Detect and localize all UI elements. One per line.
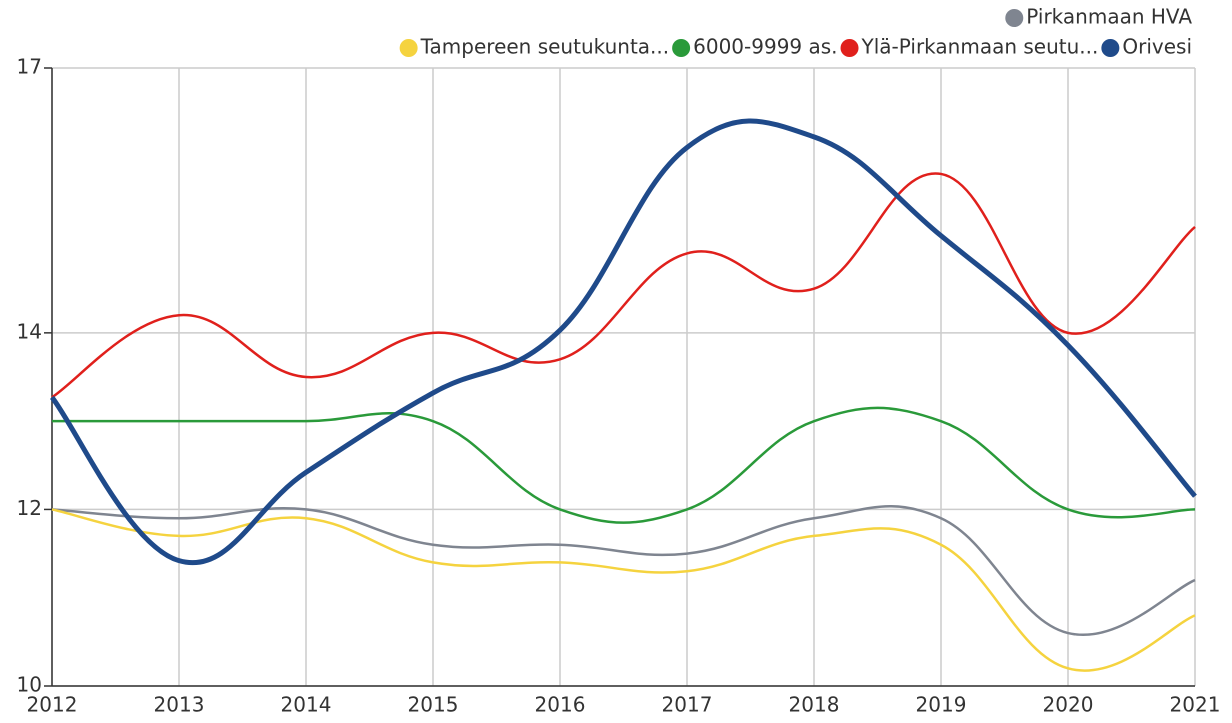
legend-label: Orivesi — [1122, 35, 1192, 59]
legend-label: 6000-9999 as. — [693, 35, 837, 59]
y-tick-label: 12 — [17, 496, 42, 520]
legend-marker — [1101, 39, 1120, 57]
series-line — [50, 118, 1197, 566]
x-tick-label: 2016 — [535, 693, 586, 717]
x-tick-label: 2020 — [1043, 693, 1094, 717]
x-tick-label: 2013 — [154, 693, 205, 717]
x-tick-label: 2012 — [27, 693, 78, 717]
series-line — [51, 172, 1196, 399]
x-tick-label: 2018 — [789, 693, 840, 717]
y-tick-label: 17 — [17, 55, 42, 79]
legend-marker — [399, 39, 418, 57]
legend-marker — [840, 39, 859, 57]
legend-label: Tampereen seutukunta... — [420, 35, 669, 59]
y-tick-label: 10 — [17, 673, 42, 697]
legend-label: Pirkanmaan HVA — [1026, 5, 1192, 29]
x-tick-label: 2015 — [408, 693, 459, 717]
x-tick-label: 2014 — [281, 693, 332, 717]
legend-marker — [1005, 9, 1024, 27]
series-line — [52, 406, 1196, 524]
x-tick-label: 2021 — [1170, 693, 1221, 717]
x-tick-label: 2019 — [916, 693, 967, 717]
y-tick-label: 14 — [17, 319, 42, 343]
legend-label: Ylä-Pirkanmaan seutu... — [861, 35, 1099, 59]
x-tick-label: 2017 — [662, 693, 713, 717]
series-line — [51, 508, 1196, 672]
legend-marker — [672, 39, 691, 57]
series-line — [51, 505, 1196, 636]
